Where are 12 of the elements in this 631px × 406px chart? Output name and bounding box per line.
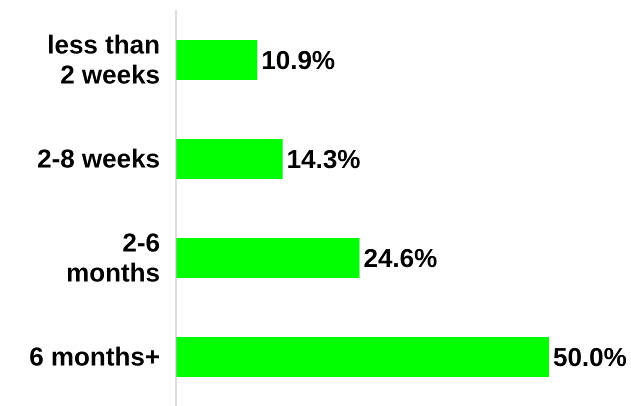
data-label: 24.6% (364, 243, 438, 274)
y-tick-label: 2-8 weeks (37, 144, 160, 174)
y-tick-label: 6 months+ (29, 342, 160, 372)
bar (176, 238, 360, 278)
y-tick-label: 2-6 months (66, 228, 160, 288)
data-label: 10.9% (261, 45, 336, 76)
bar (176, 337, 549, 377)
y-tick-label: less than 2 weeks (47, 30, 160, 90)
data-label: 50.0% (553, 342, 627, 372)
data-label: 14.3% (286, 144, 360, 174)
bar (176, 139, 283, 179)
bar (176, 40, 258, 80)
